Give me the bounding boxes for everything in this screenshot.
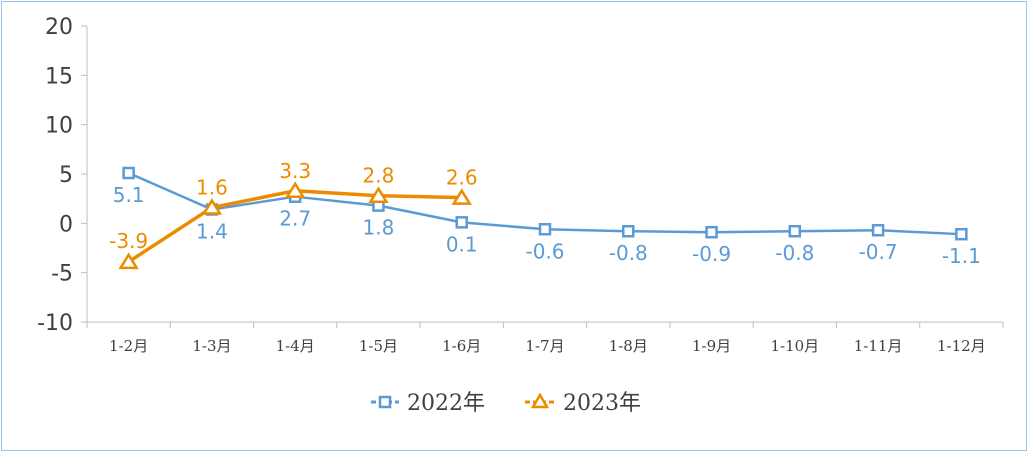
data-label: -0.7 [859, 240, 898, 264]
x-tick-label: 1-10月 [770, 337, 819, 355]
data-label: 1.4 [196, 220, 228, 244]
y-tick-label: 0 [59, 212, 73, 237]
legend-square-marker [378, 395, 392, 409]
data-point-marker [201, 198, 223, 215]
data-point-marker [122, 166, 135, 180]
legend-label-2022: 2022年 [407, 391, 485, 416]
data-label: -0.8 [775, 241, 814, 265]
y-tick-label: -10 [37, 311, 73, 336]
legend-label-2023: 2023年 [563, 391, 641, 416]
y-tick-label: 20 [45, 15, 73, 40]
x-tick-label: 1-5月 [359, 337, 398, 355]
y-tick-label: 10 [45, 114, 73, 139]
data-point-marker [871, 223, 885, 237]
data-label: 2.7 [279, 207, 311, 231]
x-tick-label: 1-11月 [854, 337, 903, 355]
data-label: 2.8 [363, 164, 395, 188]
x-tick-label: 1-9月 [692, 337, 731, 355]
data-label: 1.6 [196, 176, 228, 200]
data-label: 5.1 [113, 183, 145, 207]
y-tick-label: 15 [45, 64, 73, 89]
data-label: -0.9 [692, 242, 731, 266]
y-tick-label: 5 [59, 163, 73, 188]
y-tick-label: -5 [51, 262, 73, 287]
data-point-marker [368, 186, 389, 203]
legend-triangle-marker [530, 392, 550, 409]
data-point-marker [788, 224, 802, 238]
data-label: 3.3 [279, 159, 311, 183]
data-label: 1.8 [363, 216, 395, 240]
data-point-marker [622, 224, 635, 238]
axes: 20 15 10 5 0 -5 -10 1-2月 1-3月 1-4月 1-5月 1-6月 1-7月 1-8… [37, 15, 1004, 355]
data-labels: 5.1 1.4 2.7 1.8 0.1 -0.6 -0.8 -0.9 -0.8 -0.7 -1.1 -… [109, 159, 981, 268]
legend-item-2023[interactable]: 2023年 [525, 391, 641, 416]
data-label: 2.6 [446, 166, 478, 190]
data-point-marker [451, 188, 472, 205]
x-tick-label: 1-2月 [109, 337, 148, 355]
legend-item-2022[interactable]: 2022年 [371, 391, 485, 416]
data-label: -3.9 [109, 229, 148, 253]
data-label: -0.8 [609, 241, 648, 265]
x-tick-label: 1-4月 [276, 337, 315, 355]
legend: 2022年 2023年 [371, 391, 641, 416]
x-tick-label: 1-7月 [525, 337, 564, 355]
x-tick-label: 1-8月 [609, 337, 648, 355]
data-point-marker [455, 216, 468, 229]
data-label: 0.1 [446, 232, 478, 256]
data-point-marker [538, 223, 552, 236]
data-point-marker [118, 252, 139, 270]
x-tick-label: 1-12月 [937, 337, 986, 355]
data-point-marker [284, 181, 306, 199]
data-point-marker [705, 225, 718, 239]
data-label: -0.6 [525, 239, 564, 263]
series-layer [118, 166, 968, 270]
data-point-marker [955, 227, 968, 241]
data-label: -1.1 [942, 244, 981, 268]
x-tick-label: 1-6月 [442, 337, 481, 355]
x-tick-label: 1-3月 [192, 337, 231, 355]
